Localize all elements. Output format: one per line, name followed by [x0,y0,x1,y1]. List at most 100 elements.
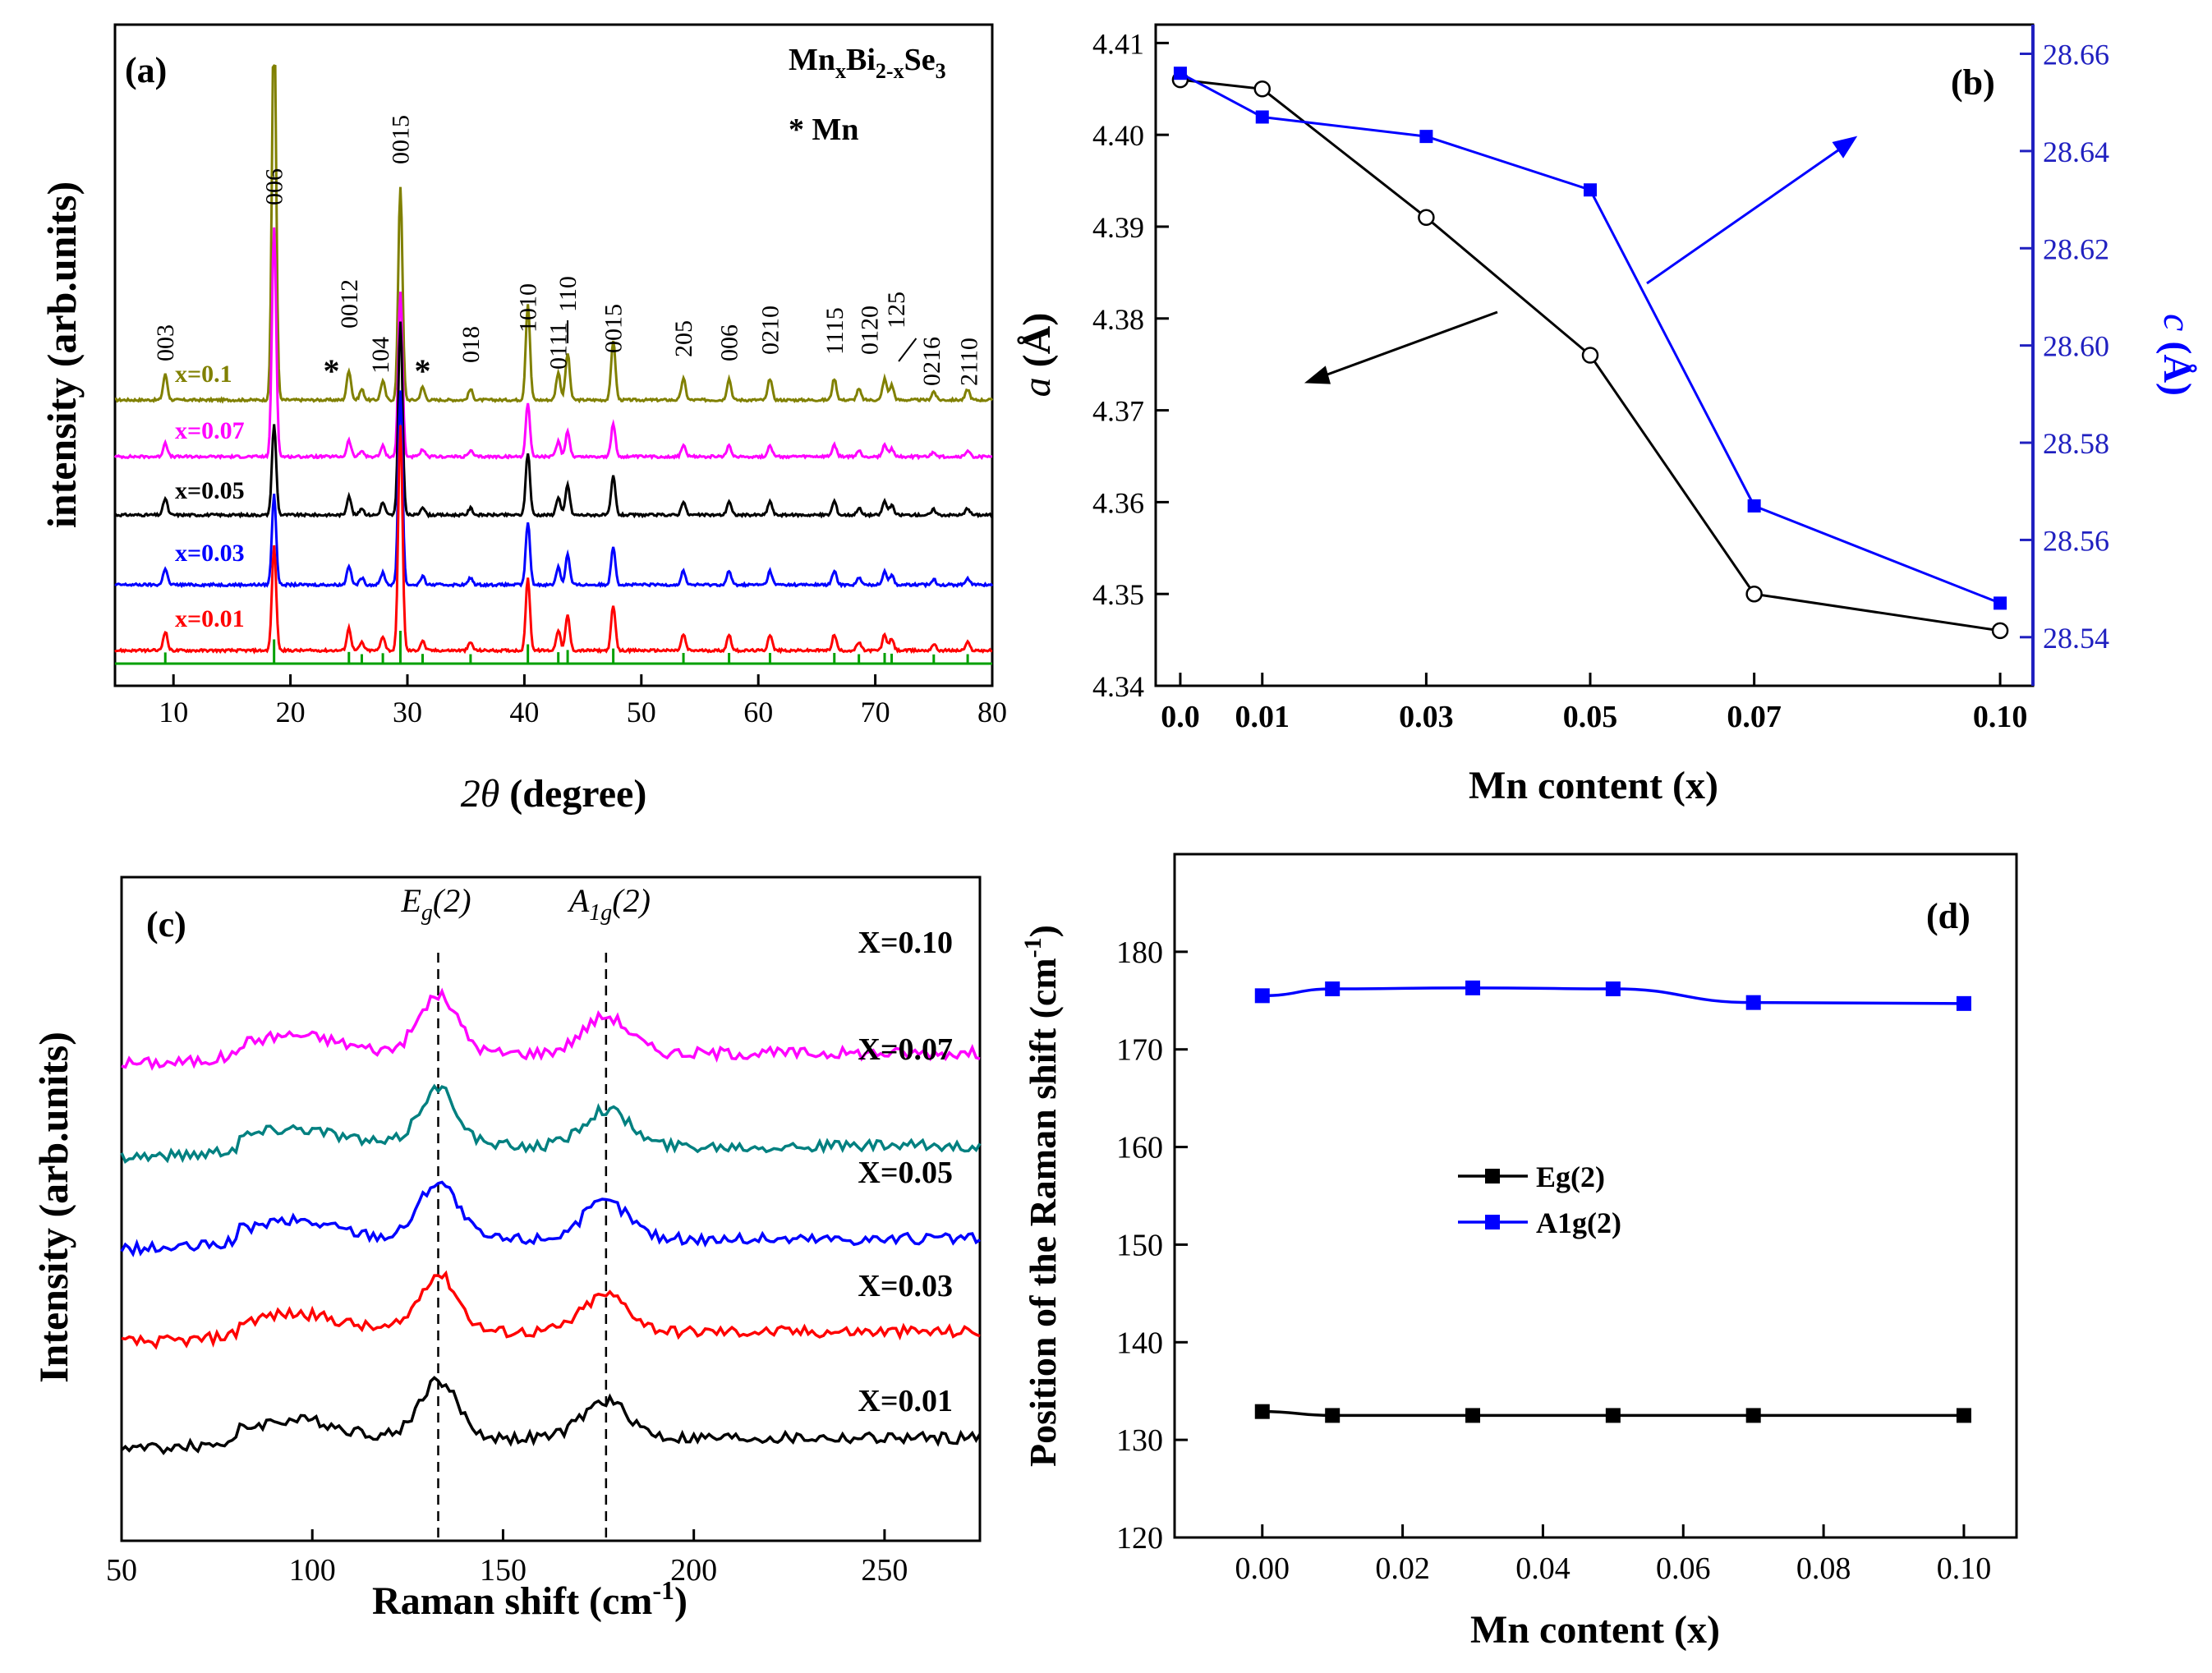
panel-label: (a) [125,50,167,90]
data-point [1584,183,1598,197]
raman-spectrum-X=0.07 [120,1083,982,1164]
mode-label: Eg(2) [400,882,471,926]
x-tick-label: 60 [743,696,773,728]
x-axis-label: Mn content (x) [1469,764,1718,807]
xrd-series-labels: x=0.1 x=0.07 x=0.05 x=0.03 x=0.01 [175,361,245,632]
series-label: x=0.1 [175,361,232,388]
y-tick-label: 4.35 [1092,578,1144,611]
data-point [1994,596,2007,610]
series-label: x=0.05 [175,477,245,504]
series-line-a [1180,78,2001,632]
xrd-pattern-x=0.01 [114,425,993,655]
y-tick-label: 4.38 [1092,303,1144,336]
x-tick-label: 50 [106,1553,137,1588]
peak-label: 104 [367,337,394,374]
legend: Eg(2) A1g(2) [1458,1161,1621,1239]
data-point [1255,110,1269,124]
y-tick-label: 4.39 [1092,211,1144,244]
data-point [1173,67,1187,80]
series-label: X=0.05 [858,1156,953,1190]
arrow-head-right [1832,136,1858,159]
x-tick-label: 0.10 [1937,1551,1992,1586]
raman-position-series [1254,980,1971,1423]
series-label: x=0.01 [175,605,245,632]
xrd-pattern-x=0.05 [114,321,994,519]
x-tick-label: 50 [627,696,656,728]
y-tick-label: 28.66 [2043,39,2109,71]
x-tick-label: 70 [861,696,890,728]
y-tick-label: 4.41 [1092,27,1144,60]
panel-label: (c) [146,904,186,945]
series-label: X=0.03 [858,1269,953,1303]
y-axis-label: Intensity (arb.units) [30,1032,76,1383]
y-tick-label: 28.58 [2043,427,2109,460]
x-axis-ticks: 0.0 0.01 0.03 0.05 0.07 0.10 [1161,673,2027,734]
arrow-to-right-axis [1646,145,1845,285]
x-axis-label: Mn content (x) [1470,1608,1720,1652]
data-point [1325,1408,1341,1423]
panel-b-lattice: 0.0 0.01 0.03 0.05 0.07 0.10 4.34 4.35 4.36 4.37… [1015,23,2199,807]
x-tick-label: 0.10 [1973,700,2028,734]
panel-c-raman: X=0.10 X=0.07 X=0.05 X=0.03 X=0.01 Eg(2) A1g(… [30,876,982,1623]
data-point [1418,209,1435,227]
x-tick-label: 250 [861,1553,908,1588]
panel-c-frame [120,876,982,1542]
data-point [1956,1408,1971,1423]
peak-label: 125 [883,292,910,329]
y-tick-label: 4.34 [1092,670,1144,703]
peak-label: 0015 [600,304,628,353]
arrow-head-left [1304,365,1331,384]
x-tick-label: 80 [977,696,1007,728]
data-point [1465,1408,1481,1423]
x-tick-label: 150 [480,1553,527,1588]
y-tick-label: 140 [1116,1326,1163,1360]
series-label: X=0.10 [858,926,953,960]
data-point [1254,1404,1270,1419]
y-tick-label: 130 [1116,1423,1163,1458]
left-axis-ticks: 4.34 4.35 4.36 4.37 4.38 4.39 4.40 4.41 [1092,27,1169,703]
legend-marker [1485,1169,1500,1184]
panel-label: (b) [1951,62,1995,103]
data-point [1605,1408,1621,1423]
panel-label: (d) [1926,896,1971,936]
x-tick-label: 0.07 [1727,700,1782,734]
peak-label: 205 [670,320,697,357]
x-axis-ticks: 0.00 0.02 0.04 0.06 0.08 0.10 [1235,1524,1992,1586]
xrd-pattern-x=0.03 [114,390,994,589]
axis-arrows [1304,310,1498,384]
x-tick-label: 0.02 [1375,1551,1430,1586]
data-point [1254,988,1270,1004]
data-point [1325,981,1341,997]
peak-label: 0210 [756,306,784,355]
peak-label: 0012 [336,279,363,329]
y-tick-label: 28.60 [2043,330,2109,363]
series-label: x=0.07 [175,417,245,444]
y-axis-label: intensity (arb.units) [39,182,85,528]
x-tick-label: 30 [393,696,422,728]
y-tick-label: 170 [1116,1033,1163,1068]
series-label: x=0.03 [175,540,245,567]
panel-a-xrd: x=0.1 x=0.07 x=0.05 x=0.03 x=0.01 003 006 * 001… [39,23,1007,816]
mode-guide-lines [437,953,608,1541]
peak-label: 110 [554,276,582,312]
series-line-c [1180,71,2001,604]
y-tick-label: 28.64 [2043,136,2109,168]
x-tick-label: 0.03 [1399,700,1454,734]
mn-peak-marker: * [323,352,339,389]
data-point [1605,981,1621,997]
peak-label: 2110 [956,338,983,386]
x-axis-label: 2θ (degree) [461,772,647,816]
data-point [1745,1408,1761,1423]
data-point [1581,347,1599,364]
peak-label: 0216 [918,337,945,386]
reference-pattern [115,631,992,665]
xrd-patterns [113,64,994,655]
raman-spectrum-X=0.05 [120,1180,981,1257]
y-tick-label: 28.54 [2043,622,2109,655]
data-point [1253,80,1272,98]
peak-label: 0015 [387,115,414,164]
y-tick-label: 4.36 [1092,486,1144,519]
y-axis-ticks: 120 130 140 150 160 170 180 [1116,935,1188,1556]
